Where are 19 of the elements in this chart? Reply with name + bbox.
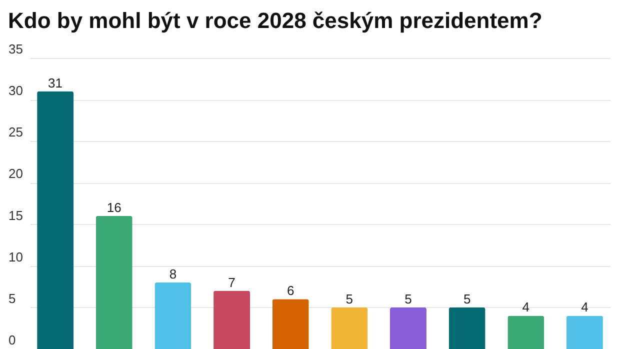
data-label: 5 bbox=[404, 291, 412, 306]
data-label: 5 bbox=[463, 291, 471, 306]
y-tick-label: 5 bbox=[8, 290, 16, 306]
y-tick-label: 30 bbox=[8, 83, 23, 98]
y-tick-label: 15 bbox=[8, 208, 23, 223]
data-label: 4 bbox=[522, 300, 530, 315]
data-label: 6 bbox=[286, 283, 294, 298]
data-label: 5 bbox=[346, 291, 354, 306]
y-tick-label: 20 bbox=[8, 166, 23, 182]
data-label: 7 bbox=[228, 274, 236, 290]
data-label: 31 bbox=[48, 75, 63, 90]
data-label: 4 bbox=[581, 300, 588, 315]
y-tick-label: 35 bbox=[8, 42, 23, 56]
data-label: 16 bbox=[106, 200, 122, 215]
y-tick-label: 0 bbox=[8, 332, 16, 348]
data-label: 8 bbox=[169, 266, 177, 282]
y-tick-label: 25 bbox=[8, 124, 23, 140]
chart-title: Kdo by mohl být v roce 2028 českým prezidentem? bbox=[8, 8, 542, 33]
y-tick-label: 10 bbox=[8, 249, 23, 264]
